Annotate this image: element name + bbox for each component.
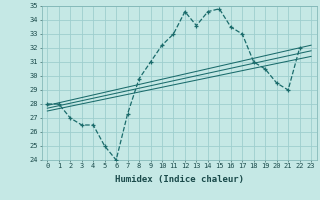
X-axis label: Humidex (Indice chaleur): Humidex (Indice chaleur) bbox=[115, 175, 244, 184]
